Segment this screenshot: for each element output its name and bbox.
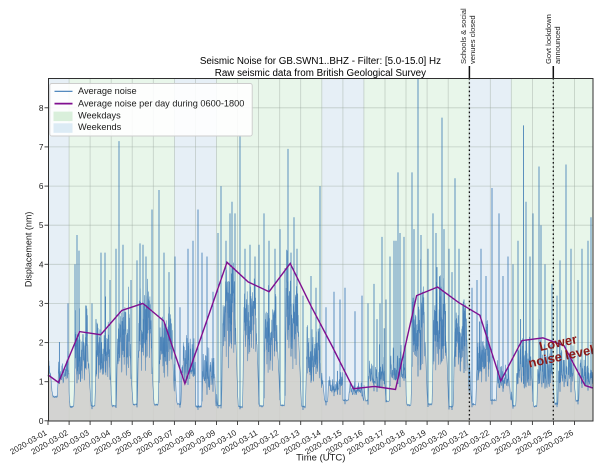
svg-text:Displacement (nm): Displacement (nm) bbox=[24, 212, 34, 288]
svg-text:Govt lockdown: Govt lockdown bbox=[544, 14, 553, 64]
svg-text:Average noise: Average noise bbox=[78, 86, 137, 96]
svg-text:announced: announced bbox=[553, 26, 562, 64]
svg-text:venues closed: venues closed bbox=[468, 15, 477, 64]
svg-text:Weekdays: Weekdays bbox=[78, 110, 121, 120]
svg-text:8: 8 bbox=[39, 103, 44, 113]
svg-text:Seismic Noise for GB.SWN1..BHZ: Seismic Noise for GB.SWN1..BHZ - Filter:… bbox=[200, 56, 441, 67]
svg-text:3: 3 bbox=[39, 298, 44, 308]
svg-text:Weekends: Weekends bbox=[78, 122, 122, 132]
svg-text:1: 1 bbox=[39, 377, 44, 387]
svg-text:Raw seismic data from British: Raw seismic data from British Geological… bbox=[215, 68, 426, 79]
svg-text:5: 5 bbox=[39, 220, 44, 230]
svg-text:Time (UTC): Time (UTC) bbox=[296, 453, 345, 464]
svg-text:Schools & social: Schools & social bbox=[459, 8, 468, 64]
svg-text:0: 0 bbox=[39, 416, 44, 426]
svg-text:2: 2 bbox=[39, 338, 44, 348]
svg-text:7: 7 bbox=[39, 142, 44, 152]
svg-text:4: 4 bbox=[39, 259, 44, 269]
svg-text:6: 6 bbox=[39, 181, 44, 191]
svg-text:Average noise per day during 0: Average noise per day during 0600-1800 bbox=[78, 99, 244, 109]
